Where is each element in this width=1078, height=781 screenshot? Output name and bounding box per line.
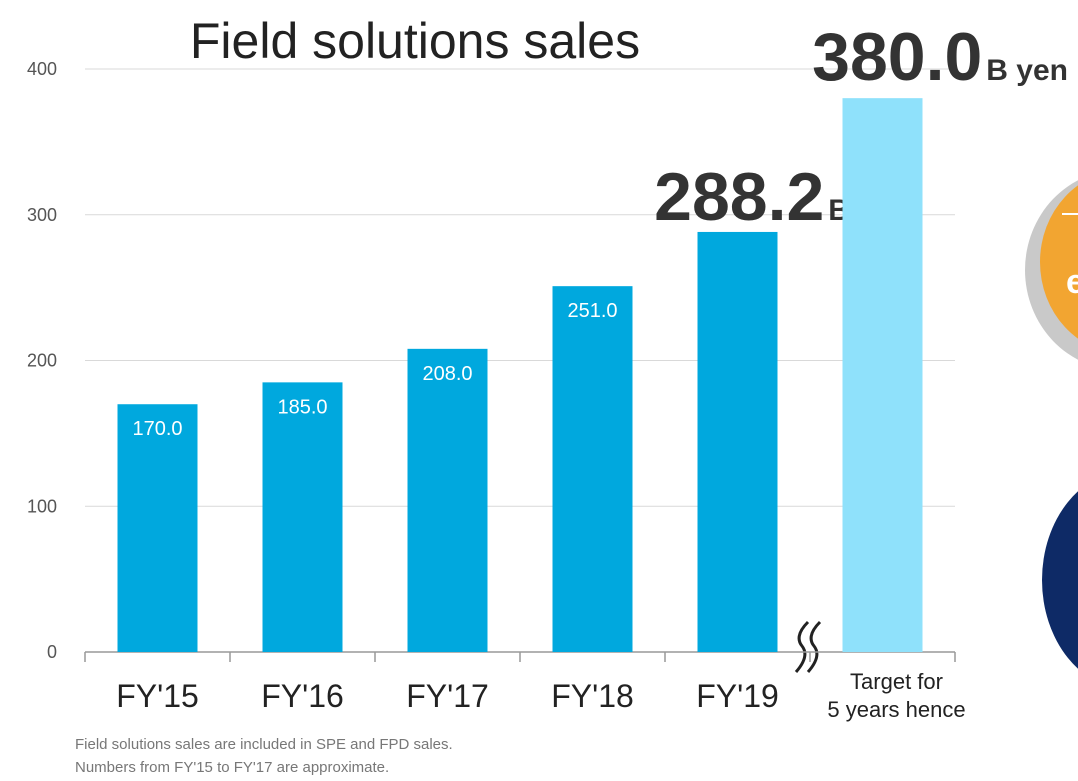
footnote: Field solutions sales are included in SP… <box>75 736 453 753</box>
value-label: 288.2 <box>654 159 824 235</box>
axis-break <box>794 620 822 673</box>
bar <box>842 98 923 652</box>
y-tick-label: 300 <box>27 205 57 225</box>
value-label: 170.0 <box>132 418 182 440</box>
decor-circle <box>1040 185 1078 339</box>
bar <box>262 382 343 652</box>
footnote: Numbers from FY'15 to FY'17 are approxim… <box>75 759 390 776</box>
x-tick-label: FY'16 <box>261 678 344 714</box>
value-label-group: 380.0 B yen <box>812 19 1068 95</box>
bar <box>552 286 633 652</box>
bar <box>697 231 778 653</box>
y-tick-label: 200 <box>27 351 57 371</box>
bar <box>117 404 198 652</box>
value-label: 251.0 <box>567 300 617 322</box>
decor-letter: e <box>1066 263 1078 301</box>
decor-circle <box>1042 491 1078 669</box>
value-label: 380.0 <box>812 19 982 95</box>
x-tick-label: Target for 5 years hence <box>827 669 966 722</box>
y-tick-label: 0 <box>47 642 57 662</box>
value-label: 185.0 <box>277 396 327 418</box>
chart-title: Field solutions sales <box>189 13 641 69</box>
bar <box>407 348 488 652</box>
unit-label: B yen <box>986 54 1068 87</box>
x-tick-label: FY'19 <box>696 678 779 714</box>
x-tick-label: FY'18 <box>551 678 634 714</box>
x-tick-label: FY'15 <box>116 678 199 714</box>
value-label: 208.0 <box>422 363 472 385</box>
y-tick-label: 400 <box>27 59 57 79</box>
y-tick-label: 100 <box>27 496 57 516</box>
x-tick-label: FY'17 <box>406 678 489 714</box>
